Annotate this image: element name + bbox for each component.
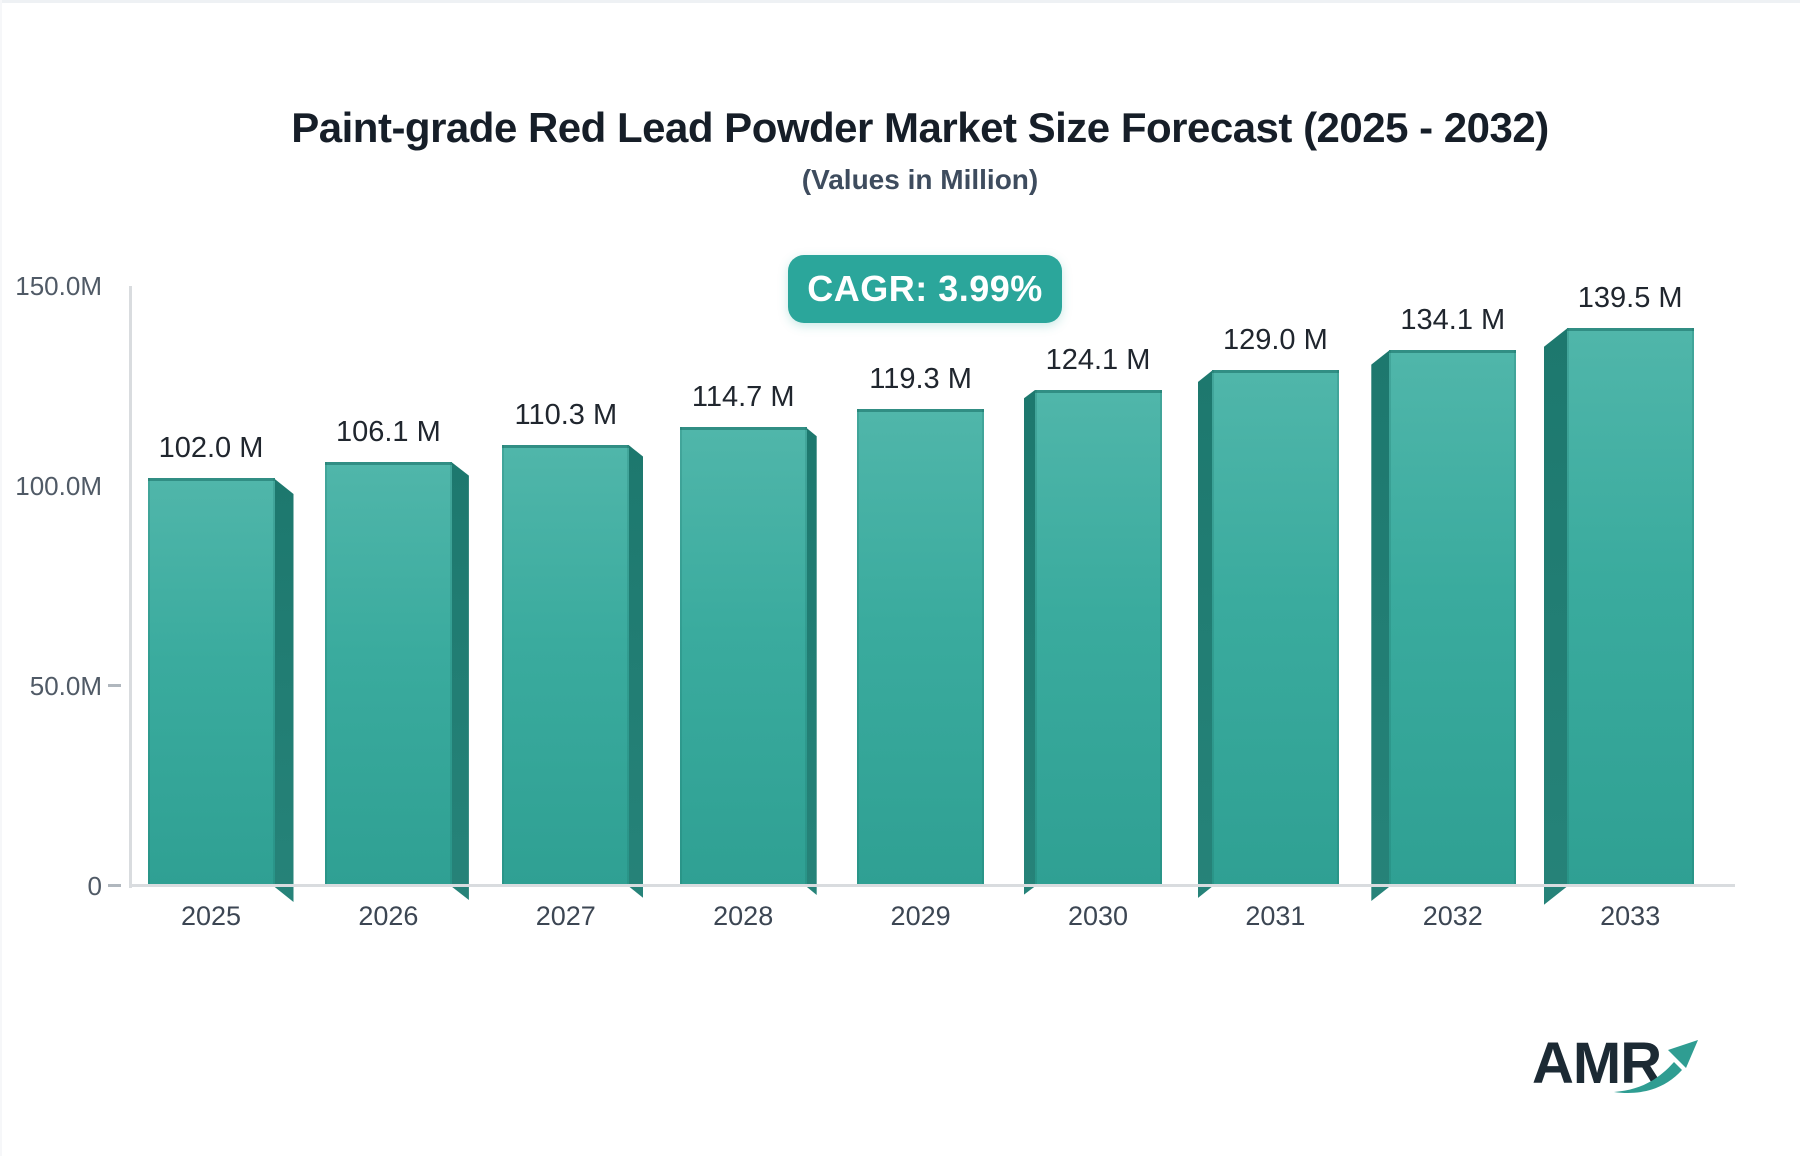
bar-2026-side	[451, 462, 469, 900]
x-axis-label: 2030	[1067, 901, 1129, 931]
x-axis-label: 2027	[535, 901, 596, 931]
bar-2032-side	[1371, 350, 1390, 901]
bar-2029[interactable]	[857, 408, 985, 886]
bar-2031-side	[1198, 370, 1213, 898]
bar-value-label: 134.1 M	[1400, 303, 1506, 336]
x-axis-line	[129, 884, 1735, 887]
y-axis-label: 50.0M	[29, 671, 102, 701]
amr-logo: AMR	[1532, 1030, 1722, 1110]
bar-2033[interactable]	[1566, 328, 1694, 886]
y-axis-tick	[108, 684, 121, 687]
bar-2028[interactable]	[679, 427, 807, 886]
bar-value-label: 119.3 M	[869, 362, 972, 395]
bar-2030-side	[1024, 390, 1036, 895]
bar-2031[interactable]	[1211, 370, 1339, 886]
x-axis-label: 2031	[1245, 901, 1306, 931]
x-axis-label: 2026	[358, 901, 419, 931]
bar-2033-side	[1544, 328, 1568, 905]
bar-value-label: 114.7 M	[691, 381, 795, 414]
bar-value-label: 106.1 M	[335, 415, 441, 448]
amr-logo-text: AMR	[1532, 1031, 1662, 1096]
logo-arrow-icon	[1614, 1040, 1698, 1094]
bar-2030[interactable]	[1034, 389, 1162, 886]
y-axis-label: 100.0M	[15, 471, 102, 501]
bar-value-label: 110.3 M	[514, 398, 618, 431]
y-axis-line	[129, 286, 132, 888]
bar-2027-side	[628, 445, 643, 898]
bar-2025-side	[274, 478, 294, 902]
bar-2032[interactable]	[1389, 349, 1517, 886]
x-axis-label: 2029	[890, 901, 951, 931]
x-axis-label: 2032	[1422, 901, 1483, 931]
bar-value-label: 102.0 M	[158, 432, 264, 464]
x-axis-label: 2025	[180, 901, 242, 931]
y-axis-tick	[108, 884, 121, 887]
bar-2027[interactable]	[502, 444, 630, 886]
bar-value-label: 139.5 M	[1577, 282, 1683, 314]
y-axis-label: 0	[87, 871, 102, 901]
bar-2026[interactable]	[324, 461, 452, 886]
y-axis-label: 150.0M	[15, 271, 102, 301]
bar-2028-side	[806, 427, 817, 895]
bar-value-label: 129.0 M	[1222, 324, 1328, 356]
cagr-badge: CAGR: 3.99%	[788, 255, 1062, 323]
chart-title: Paint-grade Red Lead Powder Market Size …	[291, 104, 1549, 151]
x-axis-label: 2033	[1600, 901, 1661, 931]
bar-2025[interactable]	[147, 478, 275, 886]
bar-value-label: 124.1 M	[1045, 343, 1151, 376]
chart-subtitle: (Values in Million)	[801, 164, 1039, 195]
x-axis-label: 2028	[713, 901, 774, 931]
